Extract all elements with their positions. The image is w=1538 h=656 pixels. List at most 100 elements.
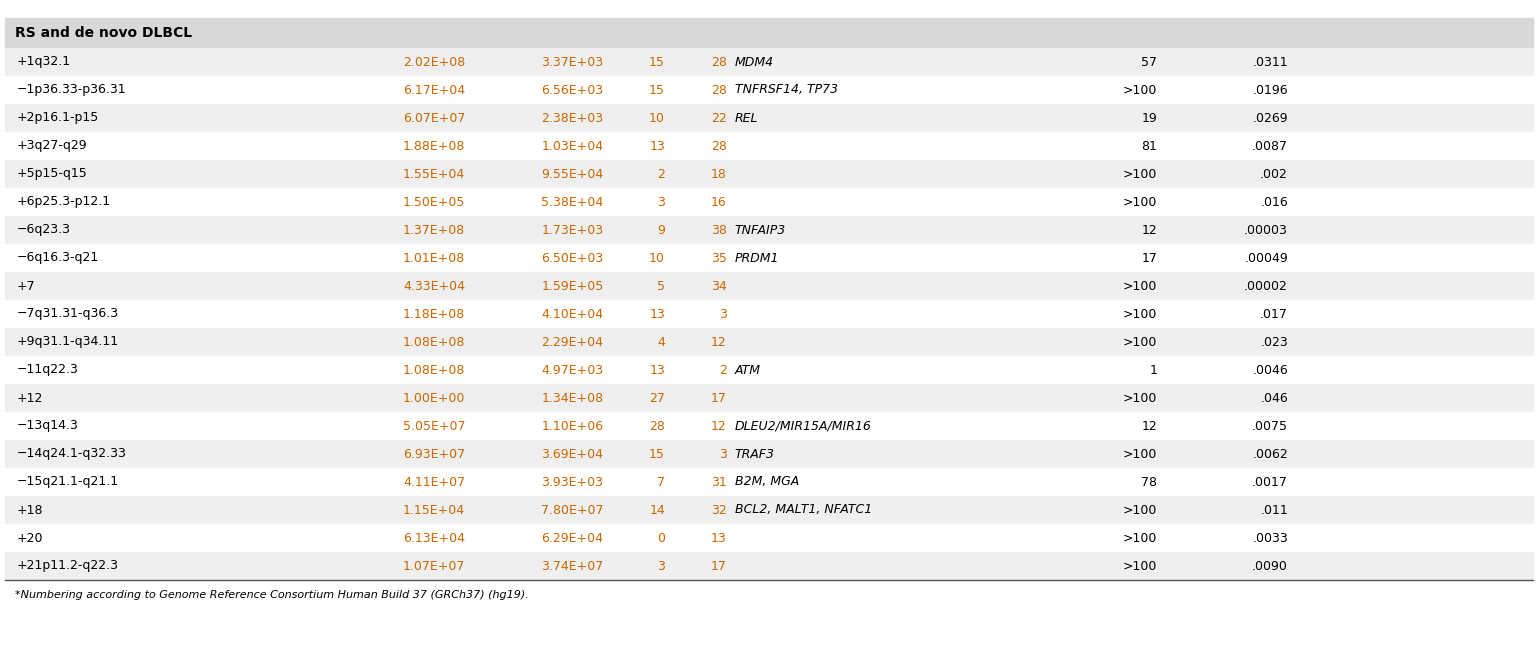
Text: MDM4: MDM4 — [735, 56, 774, 68]
Text: 3: 3 — [718, 447, 726, 461]
Text: +3q27-q29: +3q27-q29 — [17, 140, 88, 152]
Text: 10: 10 — [649, 251, 664, 264]
Text: 2: 2 — [657, 167, 664, 180]
Text: .0196: .0196 — [1252, 83, 1287, 96]
Text: −6q16.3-q21: −6q16.3-q21 — [17, 251, 98, 264]
Text: .0033: .0033 — [1252, 531, 1287, 544]
Text: +6p25.3-p12.1: +6p25.3-p12.1 — [17, 195, 111, 209]
Text: 1.07E+07: 1.07E+07 — [403, 560, 464, 573]
Text: 3.74E+07: 3.74E+07 — [541, 560, 603, 573]
Text: .023: .023 — [1260, 335, 1287, 348]
Text: 5.05E+07: 5.05E+07 — [403, 419, 464, 432]
Text: PRDM1: PRDM1 — [735, 251, 780, 264]
Text: >100: >100 — [1123, 167, 1157, 180]
Text: 5.38E+04: 5.38E+04 — [541, 195, 603, 209]
Bar — [5, 328, 1533, 356]
Text: >100: >100 — [1123, 392, 1157, 405]
Bar — [5, 552, 1533, 580]
Text: 12: 12 — [1141, 419, 1157, 432]
Text: 1.18E+08: 1.18E+08 — [403, 308, 464, 321]
Text: 2.02E+08: 2.02E+08 — [403, 56, 464, 68]
Text: TRAF3: TRAF3 — [735, 447, 775, 461]
Bar — [5, 48, 1533, 76]
Text: ATM: ATM — [735, 363, 761, 377]
Text: 3.37E+03: 3.37E+03 — [541, 56, 603, 68]
Text: TNFRSF14, TP73: TNFRSF14, TP73 — [735, 83, 838, 96]
Text: 1.34E+08: 1.34E+08 — [541, 392, 603, 405]
Text: 13: 13 — [649, 308, 664, 321]
Text: 1.01E+08: 1.01E+08 — [403, 251, 464, 264]
Text: 38: 38 — [711, 224, 726, 237]
Text: 12: 12 — [1141, 224, 1157, 237]
Text: 78: 78 — [1141, 476, 1157, 489]
Text: −11q22.3: −11q22.3 — [17, 363, 78, 377]
Text: 6.17E+04: 6.17E+04 — [403, 83, 464, 96]
Text: 1.55E+04: 1.55E+04 — [403, 167, 464, 180]
Text: 3: 3 — [718, 308, 726, 321]
Text: 13: 13 — [649, 140, 664, 152]
Text: .017: .017 — [1260, 308, 1287, 321]
Text: 4.33E+04: 4.33E+04 — [403, 279, 464, 293]
Text: 1.10E+06: 1.10E+06 — [541, 419, 603, 432]
Text: >100: >100 — [1123, 504, 1157, 516]
Text: 17: 17 — [1141, 251, 1157, 264]
Text: 6.07E+07: 6.07E+07 — [403, 112, 464, 125]
Text: .0269: .0269 — [1252, 112, 1287, 125]
Text: >100: >100 — [1123, 560, 1157, 573]
Text: −6q23.3: −6q23.3 — [17, 224, 71, 237]
Text: .0311: .0311 — [1252, 56, 1287, 68]
Text: .0017: .0017 — [1252, 476, 1287, 489]
Text: .011: .011 — [1260, 504, 1287, 516]
Text: >100: >100 — [1123, 83, 1157, 96]
Text: DLEU2/MIR15A/MIR16: DLEU2/MIR15A/MIR16 — [735, 419, 872, 432]
Bar — [5, 468, 1533, 496]
Text: +18: +18 — [17, 504, 43, 516]
Text: +21p11.2-q22.3: +21p11.2-q22.3 — [17, 560, 118, 573]
Text: 28: 28 — [711, 140, 726, 152]
Text: 1.73E+03: 1.73E+03 — [541, 224, 603, 237]
Text: BCL2, MALT1, NFATC1: BCL2, MALT1, NFATC1 — [735, 504, 872, 516]
Bar — [5, 132, 1533, 160]
Text: 3: 3 — [657, 560, 664, 573]
Text: 35: 35 — [711, 251, 726, 264]
Text: 1.37E+08: 1.37E+08 — [403, 224, 464, 237]
Text: 3: 3 — [657, 195, 664, 209]
Text: 7.80E+07: 7.80E+07 — [541, 504, 603, 516]
Text: −14q24.1-q32.33: −14q24.1-q32.33 — [17, 447, 126, 461]
Text: 14: 14 — [649, 504, 664, 516]
Text: 1.59E+05: 1.59E+05 — [541, 279, 603, 293]
Text: 1: 1 — [1149, 363, 1157, 377]
Text: +5p15-q15: +5p15-q15 — [17, 167, 88, 180]
Text: +20: +20 — [17, 531, 43, 544]
Text: +9q31.1-q34.11: +9q31.1-q34.11 — [17, 335, 118, 348]
Text: 1.03E+04: 1.03E+04 — [541, 140, 603, 152]
Bar — [5, 76, 1533, 104]
Text: 13: 13 — [649, 363, 664, 377]
Bar — [5, 412, 1533, 440]
Text: 34: 34 — [711, 279, 726, 293]
Text: 22: 22 — [711, 112, 726, 125]
Bar — [5, 160, 1533, 188]
Text: REL: REL — [735, 112, 758, 125]
Text: 28: 28 — [711, 83, 726, 96]
Text: 9.55E+04: 9.55E+04 — [541, 167, 603, 180]
Text: .00002: .00002 — [1244, 279, 1287, 293]
Text: 19: 19 — [1141, 112, 1157, 125]
Text: TNFAIP3: TNFAIP3 — [735, 224, 786, 237]
Text: +12: +12 — [17, 392, 43, 405]
Bar — [5, 272, 1533, 300]
Text: 31: 31 — [711, 476, 726, 489]
Text: −1p36.33-p36.31: −1p36.33-p36.31 — [17, 83, 126, 96]
Text: 6.56E+03: 6.56E+03 — [541, 83, 603, 96]
Text: 1.88E+08: 1.88E+08 — [403, 140, 464, 152]
Text: .0046: .0046 — [1252, 363, 1287, 377]
Text: 1.00E+00: 1.00E+00 — [403, 392, 464, 405]
Text: 16: 16 — [711, 195, 726, 209]
Text: >100: >100 — [1123, 195, 1157, 209]
Text: .0075: .0075 — [1252, 419, 1287, 432]
Bar — [5, 440, 1533, 468]
Text: >100: >100 — [1123, 531, 1157, 544]
Text: 1.08E+08: 1.08E+08 — [403, 363, 464, 377]
Text: 6.93E+07: 6.93E+07 — [403, 447, 464, 461]
Bar — [5, 524, 1533, 552]
